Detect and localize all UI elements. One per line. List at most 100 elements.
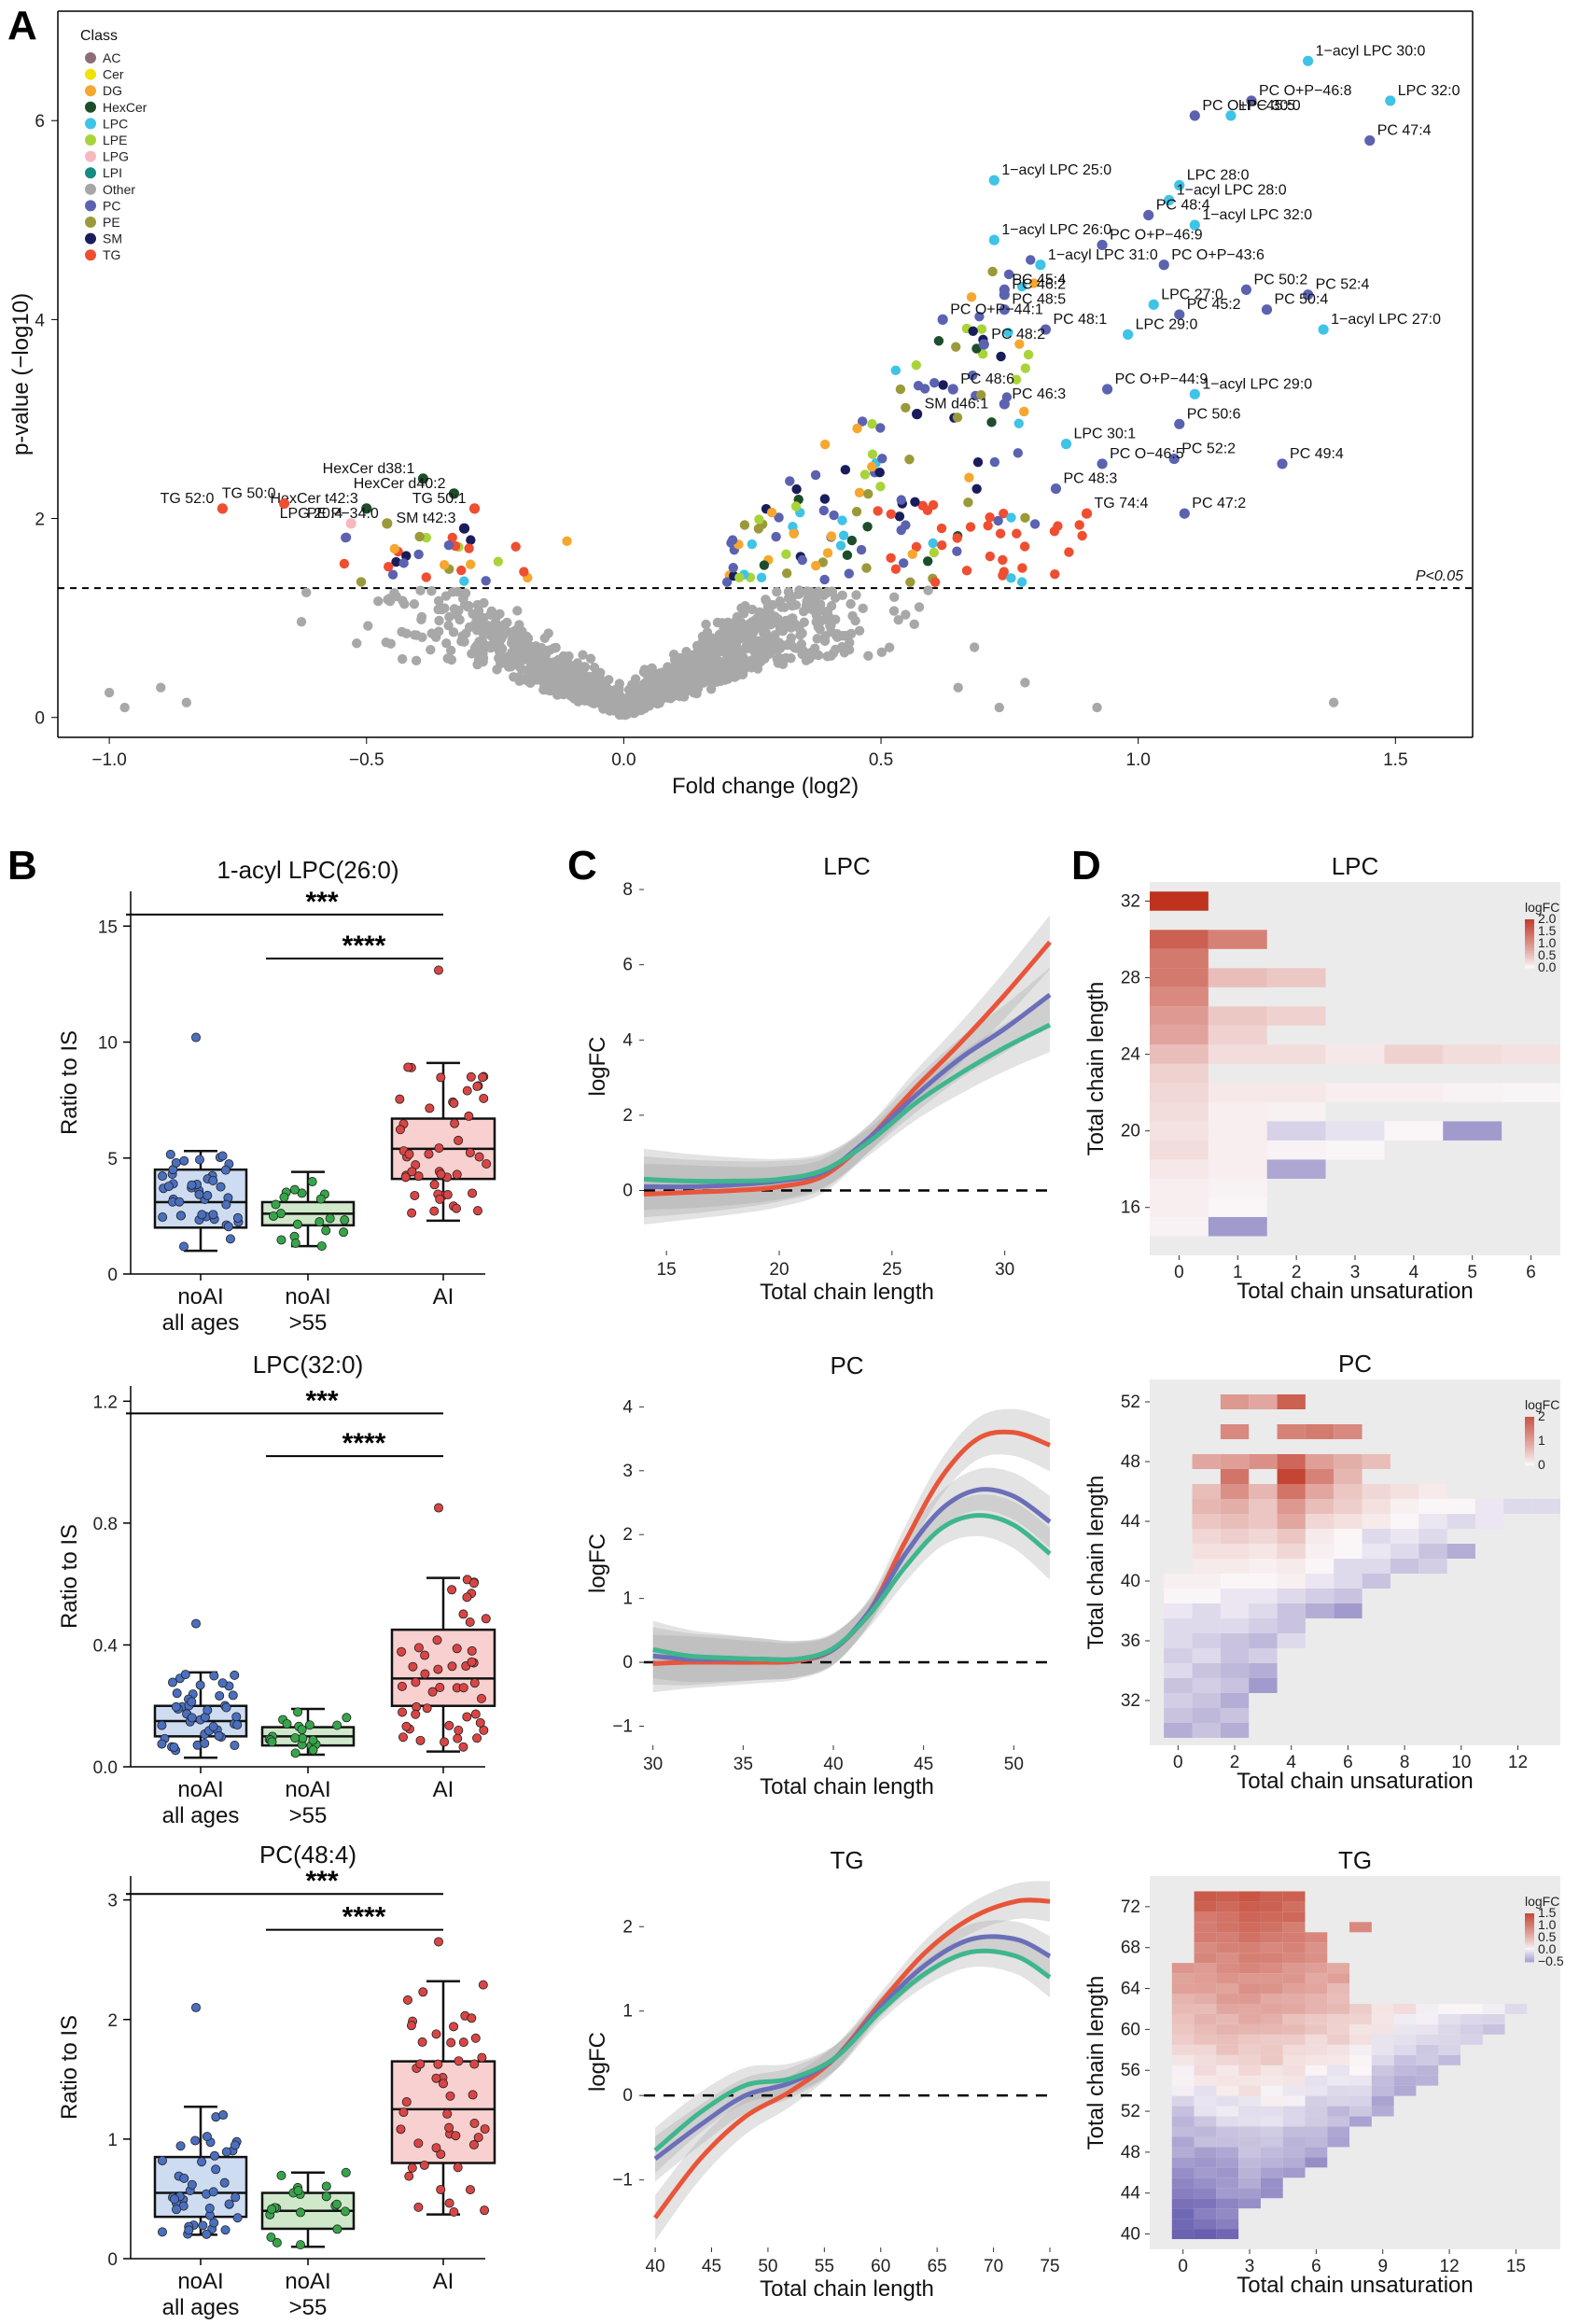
heatmap-cell — [1305, 1963, 1328, 1974]
point-label: HexCer d38:1 — [323, 461, 415, 477]
data-point — [462, 1592, 472, 1603]
heatmap-cell — [1238, 2034, 1261, 2045]
y-axis-title: Total chain length — [1083, 982, 1109, 1156]
heatmap-cell — [1220, 1708, 1250, 1723]
heatmap-cell — [1349, 2065, 1372, 2076]
outlier-point — [190, 1618, 201, 1629]
heatmap-cell — [1216, 1911, 1239, 1923]
heatmap-cell — [1260, 2003, 1283, 2014]
legend-gradient-step — [1525, 941, 1534, 945]
labeled-point — [1179, 508, 1190, 519]
point-label: SM d46:1 — [925, 397, 989, 413]
legend-gradient-step — [1525, 958, 1534, 961]
heatmap-cell — [1216, 2075, 1239, 2086]
data-point — [190, 2135, 201, 2146]
point-other — [506, 662, 516, 672]
heatmap-cell — [1171, 2219, 1195, 2230]
point-other — [638, 679, 650, 690]
data-point — [418, 1987, 428, 1997]
heatmap-cell — [1194, 2157, 1217, 2168]
point-tg — [873, 506, 883, 516]
data-point — [293, 2186, 303, 2196]
heatmap-cell — [1260, 1994, 1283, 2004]
heatmap-cell — [1349, 2075, 1372, 2086]
data-point — [276, 2170, 286, 2180]
data-point — [420, 1650, 430, 1660]
data-point — [271, 1199, 281, 1210]
point-lpe — [1011, 374, 1022, 385]
legend-label: −0.5 — [1538, 1953, 1564, 1968]
y-axis-title: p-value (−log10) — [8, 293, 34, 455]
point-dg — [439, 560, 450, 570]
data-point — [415, 2059, 426, 2069]
y-tick-label: 10 — [98, 1034, 118, 1054]
point-other — [397, 653, 408, 665]
legend-gradient-step — [1525, 1956, 1534, 1960]
heatmap-cell — [1164, 1618, 1193, 1633]
point-dg — [964, 472, 974, 483]
data-point — [472, 1206, 482, 1216]
heatmap-cell — [1502, 1083, 1560, 1102]
heatmap-cell — [1305, 2034, 1328, 2045]
heatmap-cell — [1220, 1514, 1250, 1529]
y-axis-title: Ratio to IS — [57, 2015, 82, 2120]
data-point — [404, 2171, 414, 2181]
heatmap-cell — [1192, 1499, 1221, 1514]
heatmap-cell — [1220, 1529, 1250, 1544]
data-point — [339, 1227, 349, 1238]
data-point — [431, 2143, 441, 2153]
y-axis-title: logFC — [585, 2032, 610, 2092]
heatmap-cell — [1249, 1499, 1278, 1514]
point-tg — [1064, 547, 1074, 557]
labeled-point — [458, 523, 470, 534]
x-tick-label: 1.5 — [1383, 750, 1407, 770]
heatmap-cell — [1220, 1723, 1250, 1738]
y-tick-label: 0.4 — [93, 1636, 119, 1656]
category-label: AI — [433, 1284, 454, 1309]
heatmap-cell — [1238, 2157, 1261, 2168]
data-point — [458, 2037, 468, 2048]
legend-label-hexcer: HexCer — [103, 100, 147, 115]
legend-label: 0.5 — [1538, 947, 1557, 962]
point-other — [492, 665, 502, 675]
point-pc — [929, 377, 940, 388]
heatmap-cell — [1393, 2034, 1417, 2045]
heatmap-cell — [1194, 2034, 1217, 2045]
legend-label: 1.5 — [1538, 1905, 1557, 1920]
point-other — [889, 592, 900, 603]
heatmap-cell — [1305, 2065, 1328, 2076]
data-point — [454, 2056, 464, 2066]
point-other — [994, 702, 1005, 713]
point-pc — [875, 423, 886, 433]
point-pc — [728, 563, 738, 573]
category-label: noAI — [285, 1777, 330, 1802]
point-pe — [904, 455, 915, 465]
point-label: PC 50:6 — [1187, 406, 1241, 422]
point-label: SM t42:3 — [396, 511, 455, 526]
heatmap-cell — [1216, 1942, 1239, 1953]
point-other — [654, 669, 665, 679]
heatmap-cell — [1305, 1973, 1328, 1984]
legend-swatch-ac — [85, 52, 96, 63]
data-point — [163, 1182, 174, 1192]
y-tick-label: 4 — [622, 1030, 633, 1050]
heatmap-cell — [1305, 1932, 1328, 1943]
legend-gradient-step — [1525, 1429, 1534, 1433]
point-lpe — [911, 360, 922, 371]
box-0 — [153, 1670, 248, 1759]
heatmap-cell — [1150, 1063, 1209, 1084]
threshold-label: P<0.05 — [1416, 568, 1463, 584]
data-point — [171, 1157, 181, 1168]
heatmap-cell — [1220, 1544, 1250, 1559]
data-point — [442, 1190, 453, 1200]
point-other — [823, 611, 834, 622]
heatmap-cell — [1305, 1454, 1334, 1469]
point-pc — [785, 476, 795, 486]
point-other — [796, 638, 807, 650]
point-other — [762, 642, 772, 653]
y-axis-title: Ratio to IS — [57, 1030, 82, 1135]
y-tick-label: 0.8 — [93, 1515, 118, 1534]
point-pe — [901, 402, 911, 413]
data-point — [221, 1702, 231, 1713]
confidence-band-green — [652, 1494, 1050, 1683]
